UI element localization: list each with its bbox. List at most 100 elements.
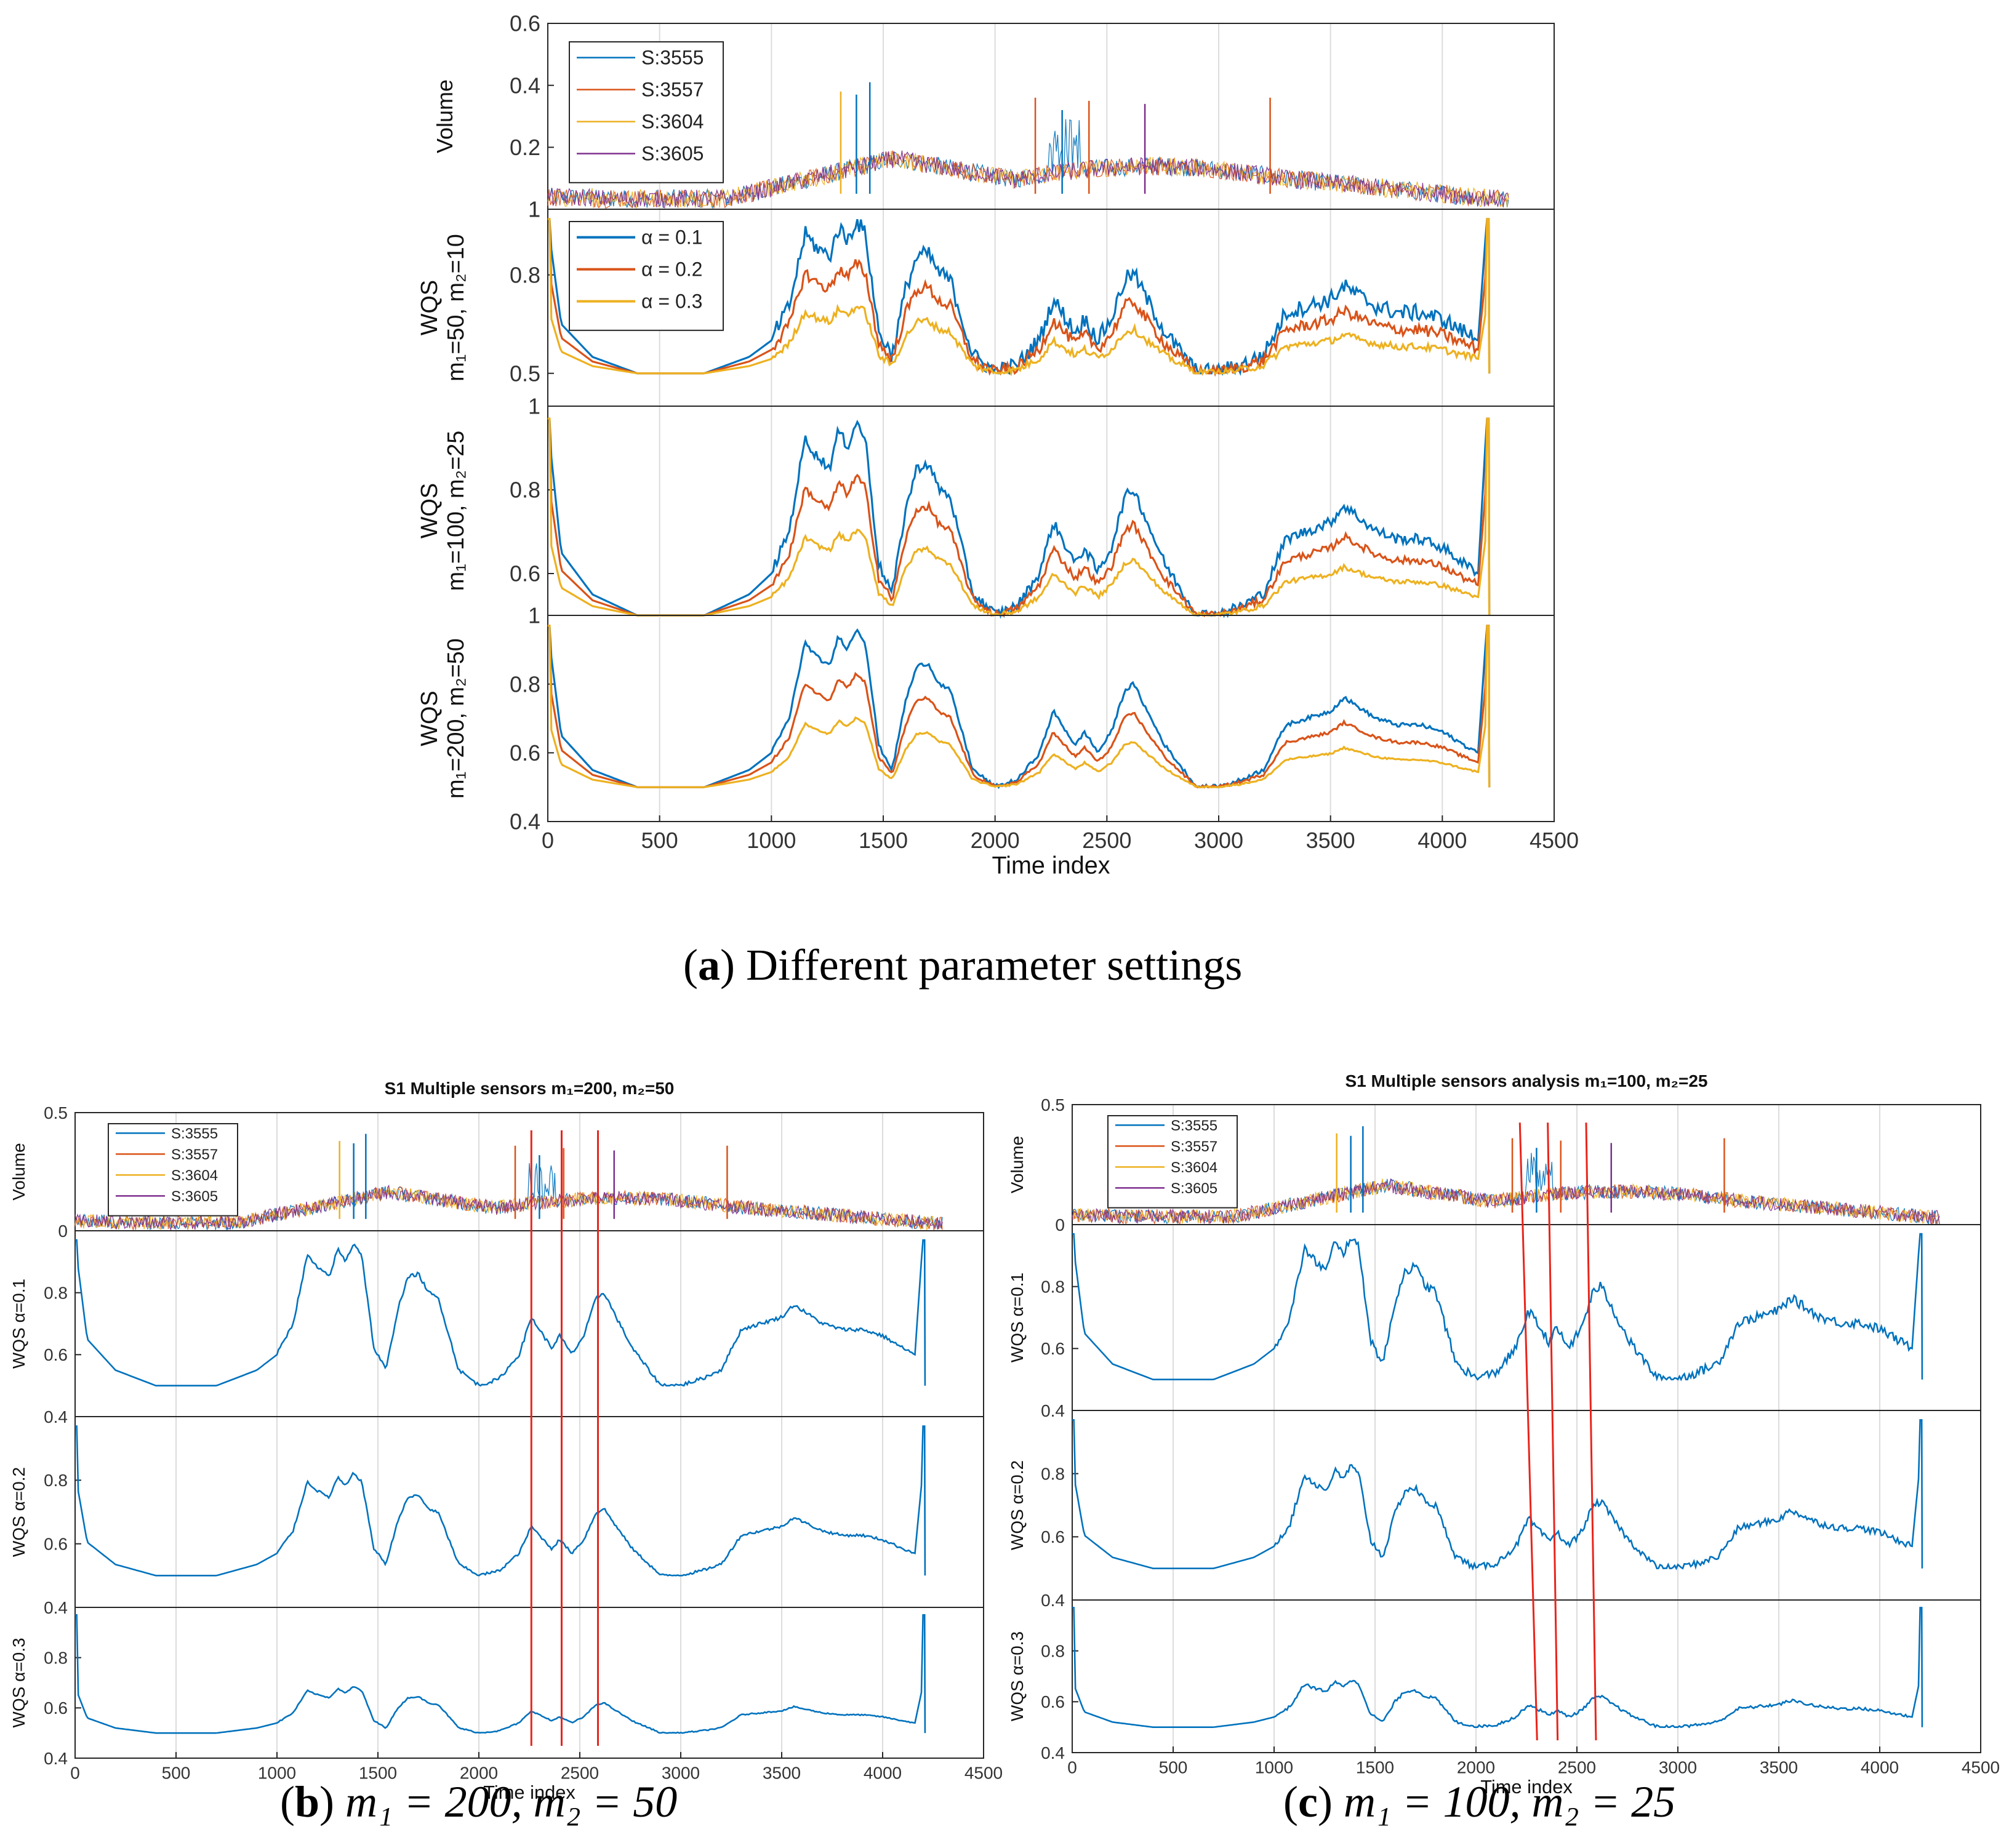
wqs-panel: 1 0.8 0.6 0.4 WQS m₁=200, m₂=50 bbox=[417, 603, 1555, 834]
wqs-panel: 0.8 0.6 0.4 WQS α=0.3 bbox=[1008, 1599, 1981, 1762]
wqs-panel: 0.8 0.6 0.4 WQS α=0.2 bbox=[9, 1416, 984, 1617]
wqs-series-line bbox=[548, 625, 1491, 788]
caption-b-label: b bbox=[295, 1777, 319, 1826]
x-tick-label: 1500 bbox=[859, 828, 908, 853]
y-axis-label: WQS α=0.2 bbox=[1008, 1460, 1027, 1550]
y-tick-label: 0.4 bbox=[44, 1598, 68, 1617]
y-axis-label: WQS bbox=[417, 483, 443, 538]
y-tick-label: 0.8 bbox=[44, 1471, 68, 1490]
wqs-series-line bbox=[1072, 1607, 1923, 1729]
x-tick-label: 2000 bbox=[971, 828, 1020, 853]
volume-series-line bbox=[547, 150, 1509, 209]
x-tick-label: 1500 bbox=[359, 1764, 397, 1783]
y-tick-label: 0.6 bbox=[510, 561, 540, 586]
y-tick-label: 1 bbox=[528, 197, 540, 222]
y-axis-label-params: m₁=200, m₂=50 bbox=[443, 638, 469, 799]
x-tick-label: 1500 bbox=[1356, 1758, 1394, 1777]
wqs-series-line bbox=[75, 1614, 926, 1734]
axes-box bbox=[1072, 1599, 1981, 1753]
y-tick-label: 0.6 bbox=[1041, 1527, 1065, 1546]
x-tick-label: 4000 bbox=[1861, 1758, 1899, 1777]
y-tick-label: 0.8 bbox=[510, 262, 540, 287]
y-axis-label-params: m₁=50, m₂=10 bbox=[443, 234, 469, 382]
y-tick-label: 0.4 bbox=[510, 73, 540, 98]
axes-box bbox=[74, 1416, 984, 1608]
wqs-panel: 0.8 0.6 0.4 WQS α=0.3 bbox=[9, 1607, 984, 1768]
x-tick-label: 500 bbox=[162, 1764, 191, 1783]
chart-c: S1 Multiple sensors analysis m₁=100, m₂=… bbox=[1008, 1071, 2000, 1798]
axes-box bbox=[1072, 1410, 1981, 1601]
y-tick-label: 0.6 bbox=[44, 1698, 68, 1718]
wqs-series-line bbox=[1072, 1233, 1923, 1382]
wqs-series-line bbox=[75, 1239, 926, 1387]
chart-b: S1 Multiple sensors m₁=200, m₂=50 0.5 0 Vol… bbox=[9, 1079, 1003, 1803]
y-tick-label: 0.8 bbox=[1041, 1641, 1065, 1660]
legend: S:3555 S:3557 S:3604 S:3605 bbox=[108, 1123, 238, 1217]
legend-label: S:3604 bbox=[171, 1167, 218, 1184]
x-tick-label: 0 bbox=[1067, 1758, 1077, 1777]
y-tick-label: 0.5 bbox=[44, 1103, 68, 1122]
y-axis-label: WQS α=0.3 bbox=[1008, 1631, 1027, 1721]
wqs-panel: 0.8 0.6 0.4 WQS α=0.1 bbox=[9, 1230, 984, 1426]
y-tick-label: 0.8 bbox=[1041, 1464, 1065, 1483]
x-tick-label: 0 bbox=[70, 1764, 80, 1783]
legend: S:3555 S:3557 S:3604 S:3605 bbox=[569, 41, 724, 183]
chart-a: 0.6 0.4 0.2 1 Volume S:3555 S:3557 S:3604 S:3605… bbox=[417, 11, 1579, 879]
x-axis-label: Time index bbox=[992, 852, 1110, 879]
volume-series-line bbox=[1072, 1178, 1940, 1225]
y-tick-label: 1 bbox=[528, 197, 540, 222]
volume-series-line bbox=[74, 1186, 943, 1231]
wqs-panel: 1 0.8 0.6 WQS m₁=100, m₂=25 bbox=[417, 394, 1555, 619]
y-axis-label: Volume bbox=[432, 79, 457, 153]
legend-box bbox=[569, 221, 724, 331]
wqs-panel: 0.8 0.6 0.4 WQS α=0.2 bbox=[1008, 1410, 1981, 1610]
y-tick-label: 0 bbox=[1055, 1215, 1065, 1234]
y-tick-label: 0.4 bbox=[1041, 1743, 1065, 1762]
caption-b: (b) m₁ = 200, m₂ = 50 bbox=[280, 1777, 677, 1826]
chart-title: S1 Multiple sensors m₁=200, m₂=50 bbox=[385, 1079, 675, 1098]
x-tick-label: 1000 bbox=[258, 1764, 296, 1783]
legend-label: S:3604 bbox=[641, 110, 704, 132]
y-tick-label: 0.6 bbox=[1041, 1692, 1065, 1711]
x-axis-label: Time index bbox=[483, 1782, 575, 1803]
caption-c-label: c bbox=[1298, 1777, 1318, 1826]
y-axis-label: WQS bbox=[417, 690, 443, 746]
wqs-series-line bbox=[548, 625, 1491, 790]
legend-label: S:3605 bbox=[1171, 1180, 1217, 1197]
caption-a-text: Different parameter settings bbox=[746, 940, 1242, 990]
wqs-series-line bbox=[75, 1425, 926, 1577]
y-axis-label: WQS α=0.1 bbox=[1008, 1273, 1027, 1362]
wqs-series-line bbox=[548, 417, 1491, 618]
wqs-series-line bbox=[548, 417, 1491, 617]
legend-label: S:3605 bbox=[641, 142, 704, 164]
y-tick-label: 0.5 bbox=[510, 361, 540, 386]
x-tick-label: 4000 bbox=[1418, 828, 1467, 853]
legend-box bbox=[569, 41, 724, 183]
y-tick-label: 0.8 bbox=[1041, 1277, 1065, 1296]
y-tick-label: 0.6 bbox=[1041, 1339, 1065, 1358]
legend-label: α = 0.2 bbox=[641, 258, 702, 280]
event-marker-line bbox=[1547, 1122, 1559, 1741]
event-marker-line bbox=[1518, 1122, 1538, 1741]
volume-panel: 0.5 0 Volume S:3555 S:3557 S:3604 S:3605 bbox=[1008, 1095, 1981, 1234]
y-tick-label: 0.4 bbox=[1041, 1591, 1065, 1610]
x-axis-label: Time index bbox=[1480, 1776, 1573, 1798]
legend-label: S:3555 bbox=[641, 46, 704, 68]
x-tick-label: 4500 bbox=[1962, 1758, 2000, 1777]
x-tick-label: 1000 bbox=[1255, 1758, 1293, 1777]
y-tick-label: 0.2 bbox=[510, 135, 540, 160]
y-tick-label: 1 bbox=[528, 603, 540, 628]
y-tick-label: 0.4 bbox=[510, 809, 540, 834]
x-tick-label: 2000 bbox=[1457, 1758, 1495, 1777]
wqs-series-line bbox=[548, 417, 1491, 619]
wqs-panel: 0.8 0.6 0.4 WQS α=0.1 bbox=[1008, 1224, 1981, 1420]
caption-c-text: m₁ = 100, m₂ = 25 bbox=[1344, 1777, 1675, 1826]
y-tick-label: 0.4 bbox=[1041, 1401, 1065, 1420]
y-tick-label: 0.6 bbox=[44, 1345, 68, 1364]
y-tick-label: 0.8 bbox=[44, 1648, 68, 1667]
axes-box bbox=[547, 406, 1555, 616]
y-axis-label: WQS α=0.3 bbox=[9, 1638, 28, 1727]
volume-panel: 0.5 0 Volume S:3555 S:3557 S:3604 S:3605 bbox=[9, 1103, 984, 1241]
x-tick-label: 2500 bbox=[561, 1764, 599, 1783]
